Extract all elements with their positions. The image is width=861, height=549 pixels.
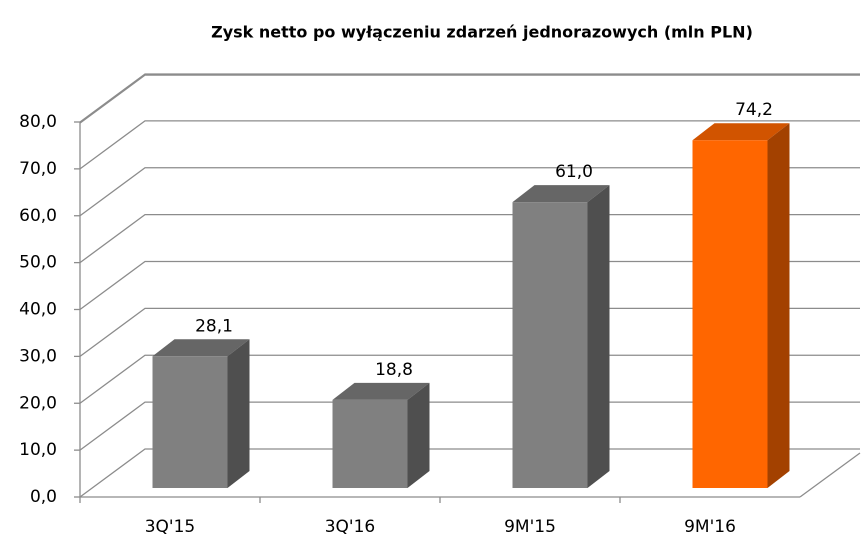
y-tick-label: 70,0 (19, 159, 57, 179)
grid-line (79, 307, 860, 357)
y-tick-label: 10,0 (19, 440, 57, 460)
bar (512, 185, 610, 488)
y-tick-label: 20,0 (19, 393, 57, 413)
x-tick-label: 3Q'16 (325, 517, 376, 537)
grid-line (79, 354, 860, 404)
x-tick-label: 9M'16 (684, 517, 736, 537)
back-wall-top (79, 74, 860, 124)
bar-front (152, 356, 228, 488)
grid-line (79, 401, 860, 451)
bar-top (692, 123, 790, 141)
bar (152, 339, 250, 488)
y-tick-label: 30,0 (19, 346, 57, 366)
grid-line (79, 73, 860, 123)
bar (692, 123, 790, 488)
grid-line (79, 260, 860, 311)
bar-top (332, 382, 430, 400)
y-tick-label: 50,0 (19, 253, 57, 273)
grid-line (79, 167, 860, 217)
bar-side (587, 185, 610, 488)
bar-side (407, 382, 430, 488)
floor-right (799, 452, 861, 498)
x-tick-label: 9M'15 (504, 517, 556, 537)
grid-line (79, 213, 860, 264)
bar-top (512, 185, 610, 203)
y-tick-label: 40,0 (19, 300, 57, 320)
x-tick-label: 3Q'15 (145, 517, 196, 537)
bar-side (227, 339, 250, 488)
bar-top (152, 339, 250, 357)
value-label: 28,1 (195, 316, 233, 336)
chart-title: Zysk netto po wyłączeniu zdarzeń jednora… (211, 23, 753, 42)
value-label: 18,8 (375, 360, 413, 380)
bar-front (332, 399, 408, 488)
bar-front (692, 140, 768, 488)
y-tick-label: 80,0 (19, 112, 57, 132)
y-tick-label: 0,0 (30, 487, 57, 507)
bar-front (512, 202, 588, 488)
value-label: 61,0 (555, 162, 593, 182)
bar (332, 382, 430, 488)
y-tick-label: 60,0 (19, 206, 57, 226)
value-label: 74,2 (735, 100, 773, 120)
grid-line (79, 448, 860, 498)
bar-side (767, 123, 790, 488)
grid-line (79, 120, 860, 170)
